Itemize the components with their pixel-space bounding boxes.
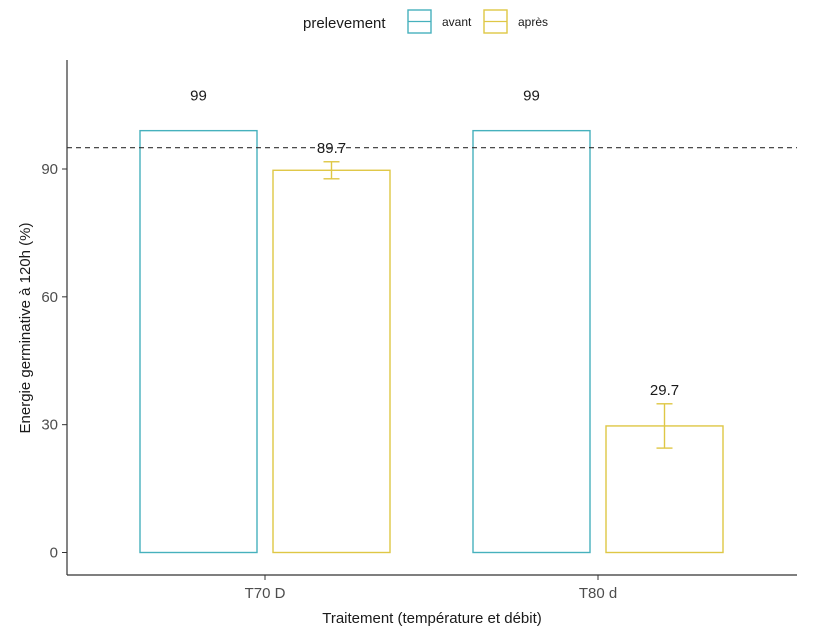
y-tick-label: 30 — [41, 417, 58, 434]
x-axis-title: Traitement (température et débit) — [322, 610, 542, 627]
legend: prelevement avant après — [303, 9, 548, 34]
data-label: 29.7 — [650, 382, 679, 399]
data-label: 99 — [523, 88, 540, 105]
data-label: 99 — [190, 88, 207, 105]
y-tick-label: 60 — [41, 289, 58, 306]
bar-après-T70-D — [272, 169, 391, 554]
bar-avant-T80-d — [472, 129, 591, 554]
y-tick-label: 90 — [41, 161, 58, 178]
y-axis-title: Energie germinative à 120h (%) — [17, 223, 34, 434]
legend-entry-apres: après — [483, 9, 548, 34]
legend-title: prelevement — [303, 15, 386, 32]
bar-avant-T70-D — [139, 129, 258, 554]
legend-label: avant — [442, 15, 472, 29]
x-tick-label: T70 D — [245, 585, 286, 602]
legend-label: après — [518, 15, 548, 29]
x-tick-label: T80 d — [579, 585, 617, 602]
legend-entry-avant: avant — [407, 9, 472, 34]
y-tick-label: 0 — [50, 545, 58, 562]
